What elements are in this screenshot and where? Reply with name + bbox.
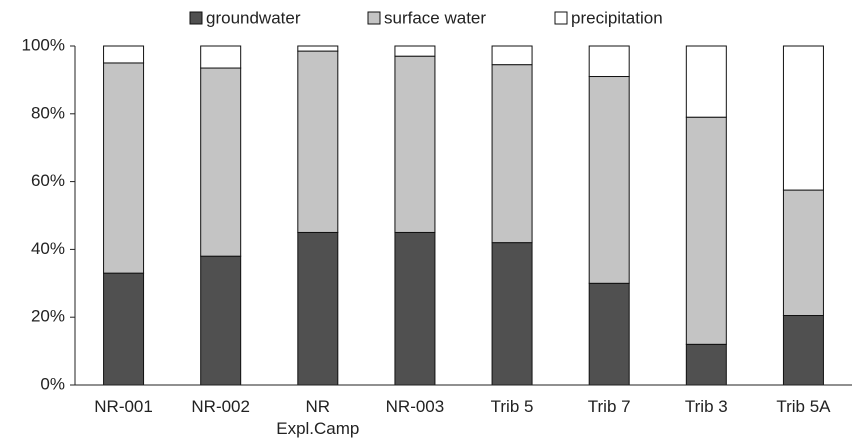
x-tick-label: Trib 5A xyxy=(776,397,831,416)
x-tick-label: Trib 7 xyxy=(587,397,631,416)
bar-segment xyxy=(103,62,145,274)
bar-segment xyxy=(588,282,630,386)
x-tick-label: Trib 3 xyxy=(684,397,728,416)
legend-swatch xyxy=(367,11,381,25)
bar-segment xyxy=(394,231,436,386)
x-tick-label: NR Expl.Camp xyxy=(276,397,360,438)
x-tick-label: Trib 5 xyxy=(490,397,534,416)
bar-segment xyxy=(685,45,727,118)
bar-segment xyxy=(297,50,339,233)
x-tick-label: NR-003 xyxy=(385,397,445,416)
bar-segment xyxy=(297,231,339,386)
x-tick-label: NR-001 xyxy=(94,397,153,416)
bar-segment xyxy=(491,242,533,386)
bar-segment xyxy=(103,45,145,64)
y-tick-label: 20% xyxy=(31,307,65,326)
y-tick-label: 60% xyxy=(31,171,65,190)
bar-segment xyxy=(685,343,727,386)
legend-swatch xyxy=(189,11,203,25)
y-tick-label: 100% xyxy=(22,35,65,54)
bar-segment xyxy=(103,272,145,386)
bar-segment xyxy=(782,45,824,191)
legend-swatch xyxy=(554,11,568,25)
x-tick-label: NR-002 xyxy=(191,397,250,416)
y-tick-label: 0% xyxy=(40,374,65,393)
bar-segment xyxy=(200,255,242,386)
bar-segment xyxy=(782,189,824,317)
legend-label: precipitation xyxy=(571,8,663,27)
bar-segment xyxy=(588,76,630,284)
bar-segment xyxy=(200,45,242,69)
bar-segment xyxy=(782,315,824,386)
bar-segment xyxy=(685,116,727,345)
bar-segment xyxy=(200,67,242,257)
bar-segment xyxy=(394,45,436,57)
bar-segment xyxy=(297,45,339,52)
legend-label: groundwater xyxy=(206,8,301,27)
y-tick-label: 40% xyxy=(31,239,65,258)
bar-segment xyxy=(588,45,630,78)
legend-label: surface water xyxy=(384,8,486,27)
bar-segment xyxy=(491,64,533,244)
bar-segment xyxy=(491,45,533,66)
y-tick-label: 80% xyxy=(31,103,65,122)
bar-segment xyxy=(394,55,436,233)
